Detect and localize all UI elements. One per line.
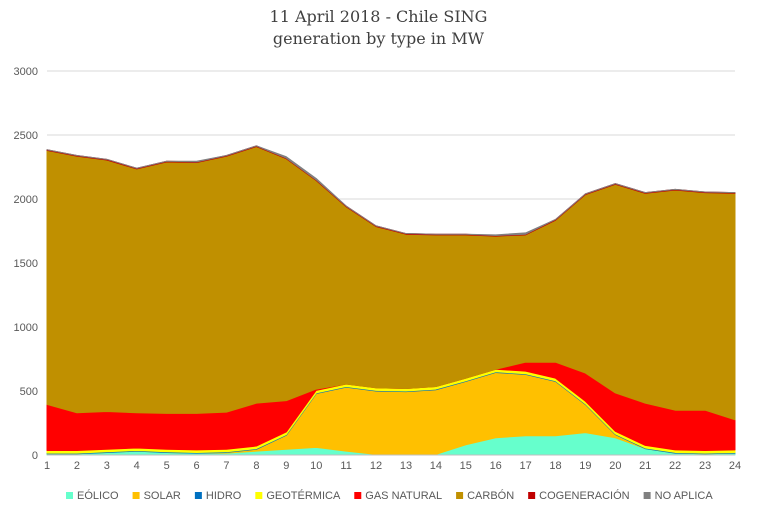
legend-entry-label: NO APLICA [655, 490, 714, 502]
area-series [46, 145, 736, 236]
legend-entry-label: EÓLICO [77, 489, 119, 502]
x-tick-label: 1 [44, 460, 50, 472]
x-tick-label: 2 [74, 460, 80, 472]
area-series [46, 146, 736, 421]
chart-title-line: 11 April 2018 - Chile SING [269, 7, 488, 26]
y-tick-label: 3000 [14, 66, 38, 78]
x-tick-label: 6 [194, 460, 200, 472]
x-tick-label: 23 [699, 460, 711, 472]
x-tick-label: 18 [549, 460, 561, 472]
y-tick-label: 2500 [14, 130, 38, 142]
x-tick-label: 14 [430, 460, 442, 472]
x-tick-label: 19 [579, 460, 591, 472]
legend-entry-label: HIDRO [206, 490, 242, 502]
x-tick-label: 7 [223, 460, 229, 472]
area-layer [46, 145, 736, 456]
x-tick-label: 20 [609, 460, 621, 472]
x-tick-label: 15 [460, 460, 472, 472]
chart-subtitle-line: generation by type in MW [272, 29, 485, 48]
y-tick-label: 0 [32, 450, 38, 462]
legend-entry-label: COGENERACIÓN [539, 489, 630, 502]
legend-entry-label: GEOTÉRMICA [266, 489, 341, 502]
legend-swatch [354, 492, 362, 499]
x-tick-label: 13 [400, 460, 412, 472]
legend: EÓLICO SOLAR HIDRO GEOTÉRMICA GAS NATURAL CAR… [66, 489, 713, 502]
legend-swatch [66, 492, 73, 499]
legend-entry-label: GAS NATURAL [365, 490, 442, 502]
legend-swatch [255, 492, 263, 499]
x-tick-label: 3 [104, 460, 110, 472]
chart-title: 11 April 2018 - Chile SING generation by… [0, 6, 757, 50]
legend-swatch [456, 492, 464, 499]
x-tick-label: 8 [253, 460, 259, 472]
y-tick-label: 2000 [14, 194, 38, 206]
legend-entry-label: CARBÓN [467, 489, 514, 502]
x-tick-label: 12 [370, 460, 382, 472]
x-tick-label: 16 [490, 460, 502, 472]
x-tick-label: 11 [340, 460, 351, 472]
legend-swatch [132, 492, 140, 499]
x-tick-label: 4 [134, 460, 140, 472]
x-tick-label: 5 [164, 460, 170, 472]
x-tick-label: 22 [669, 460, 681, 472]
y-tick-label: 1500 [14, 258, 38, 270]
x-tick-label: 24 [729, 460, 741, 472]
x-tick-label: 17 [519, 460, 531, 472]
legend-swatch [194, 492, 202, 499]
y-tick-label: 500 [20, 386, 38, 398]
y-tick-label: 1000 [14, 322, 38, 334]
x-tick-label: 10 [310, 460, 322, 472]
legend-swatch [528, 492, 536, 499]
legend-swatch [643, 492, 651, 499]
x-tick-label: 21 [639, 460, 651, 472]
x-tick-label: 9 [283, 460, 289, 472]
legend-entry-label: SOLAR [144, 490, 181, 502]
